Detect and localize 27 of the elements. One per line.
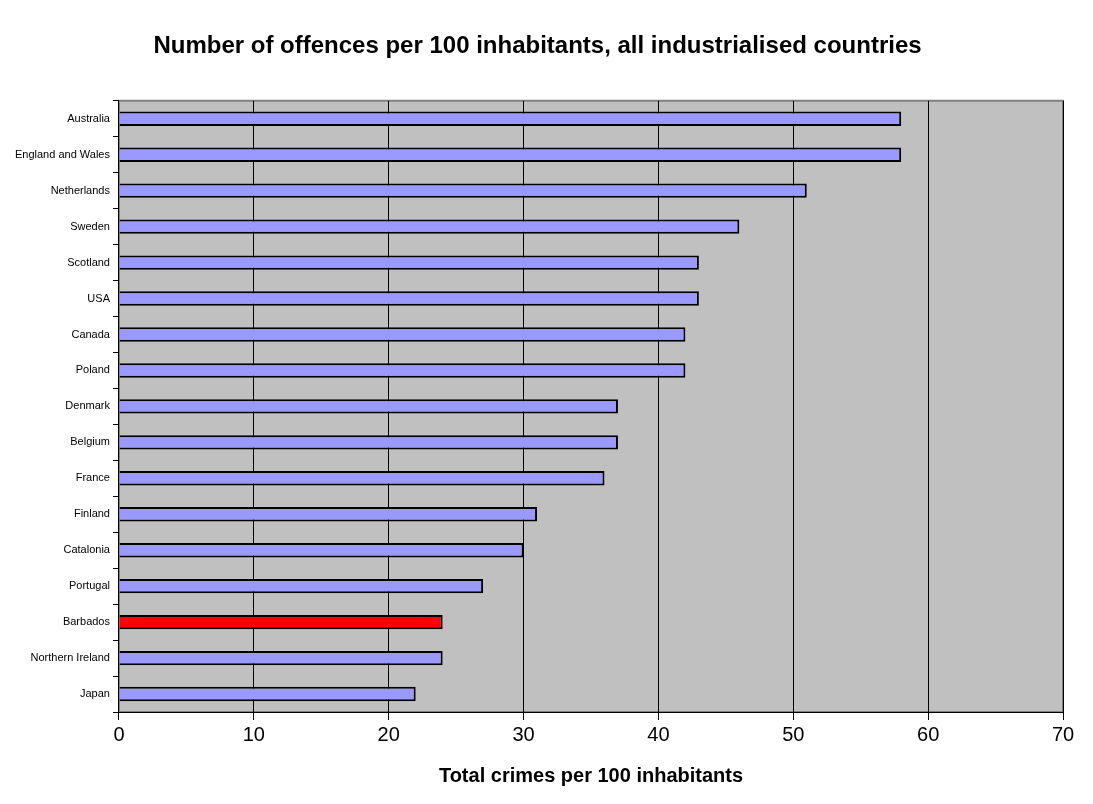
y-tick-label: Catalonia xyxy=(63,543,111,556)
x-tick-label: 50 xyxy=(782,722,805,745)
x-axis-title: Total crimes per 100 inhabitants xyxy=(438,763,744,786)
y-tick-label: Japan xyxy=(80,687,110,700)
x-tick-label: 60 xyxy=(917,722,940,745)
y-tick-label: Canada xyxy=(71,327,111,340)
x-tick-label: 0 xyxy=(113,722,125,745)
y-tick-label: Belgium xyxy=(70,435,110,448)
x-tick-label: 40 xyxy=(647,722,670,745)
y-tick-label: Australia xyxy=(67,111,111,124)
y-tick-label: Poland xyxy=(75,363,110,376)
y-tick-label: England and Wales xyxy=(14,147,111,160)
y-tick-label: France xyxy=(75,471,110,484)
y-tick-label: Portugal xyxy=(69,579,110,592)
y-tick-label: Scotland xyxy=(67,255,110,268)
y-tick-label: Denmark xyxy=(65,399,111,412)
y-tick-label: Barbados xyxy=(62,615,111,628)
y-tick-label: Sweden xyxy=(70,219,110,232)
y-tick-label: Finland xyxy=(73,507,110,520)
y-tick-label: Netherlands xyxy=(50,183,111,196)
x-tick-label: 20 xyxy=(377,722,400,745)
x-tick-label: 30 xyxy=(512,722,535,745)
y-tick-label: Northern Ireland xyxy=(30,651,110,664)
y-tick-label: USA xyxy=(87,291,111,304)
x-tick-label: 10 xyxy=(242,722,265,745)
chart-title: Number of offences per 100 inhabitants, all industrialised countries xyxy=(153,31,922,59)
x-tick-label: 70 xyxy=(1051,722,1075,745)
